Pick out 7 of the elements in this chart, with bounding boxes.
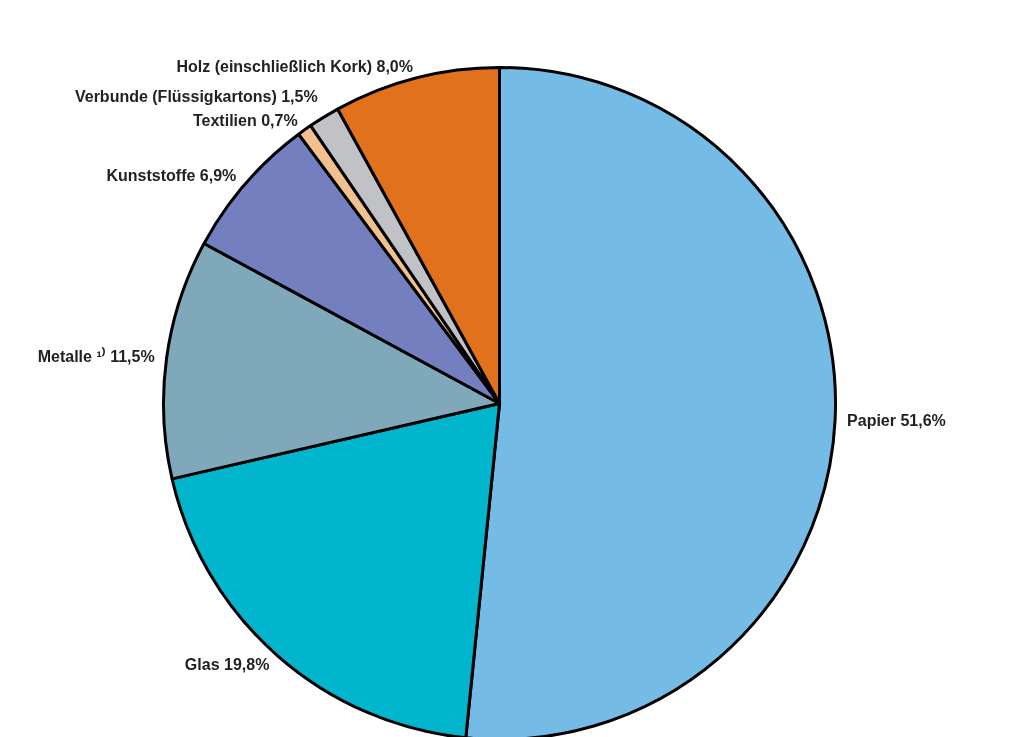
slice-label: Glas 19,8% [184,656,270,674]
slice-label: Verbunde (Flüssigkartons) 1,5% [74,87,318,105]
slice-label: Holz (einschließlich Kork) 8,0% [176,57,413,75]
slice-label: Textilien 0,7% [192,111,298,129]
slice-label: Kunststoffe 6,9% [106,167,237,185]
slice-label: Papier 51,6% [847,412,946,430]
slice-label: Metalle ¹⁾ 11,5% [37,347,155,366]
